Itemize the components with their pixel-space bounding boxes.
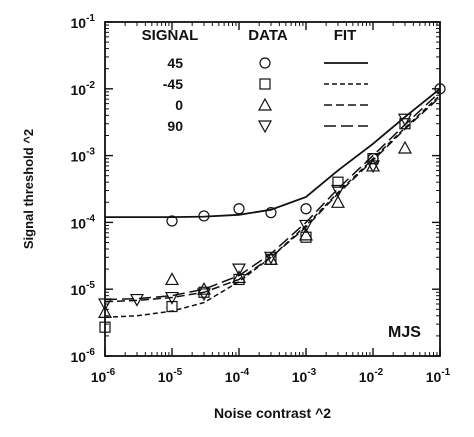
data-point-triangle-down bbox=[231, 263, 247, 277]
legend-header-fit: FIT bbox=[334, 27, 357, 44]
fit-curve-triangle-down bbox=[104, 91, 441, 301]
data-point-triangle-down bbox=[97, 298, 113, 312]
data-point-square bbox=[399, 118, 411, 130]
fit-curve-square bbox=[104, 94, 441, 319]
legend-signal-value: -45 bbox=[163, 76, 183, 92]
data-point-triangle-up bbox=[298, 227, 314, 241]
data-point-circle bbox=[300, 203, 312, 215]
data-point-square bbox=[166, 300, 178, 313]
y-tick-label: 10-1 bbox=[71, 13, 96, 31]
data-point-square bbox=[367, 153, 379, 165]
data-point-triangle-down bbox=[330, 184, 345, 198]
legend-signal-value: 90 bbox=[167, 118, 183, 134]
data-point-triangle-up bbox=[397, 140, 412, 154]
legend-signal-value: 0 bbox=[175, 97, 183, 113]
x-axis-label: Noise contrast ^2 bbox=[214, 405, 331, 421]
y-tick-label: 10-6 bbox=[71, 347, 96, 365]
data-point-circle bbox=[233, 203, 245, 215]
data-point-triangle-up bbox=[97, 305, 113, 318]
y-tick-label: 10-5 bbox=[71, 280, 96, 298]
data-point-circle bbox=[265, 207, 277, 219]
x-tick-label: 10-6 bbox=[91, 367, 116, 385]
observer-annotation: MJS bbox=[388, 324, 421, 341]
legend-marker-square bbox=[259, 78, 271, 90]
plot-frame bbox=[104, 21, 441, 357]
data-point-triangle-down bbox=[196, 288, 211, 302]
data-point-square bbox=[332, 176, 344, 188]
legend-marker-triangle-down bbox=[257, 120, 273, 134]
legend-signal-value: 45 bbox=[167, 55, 183, 71]
data-point-triangle-down bbox=[263, 251, 278, 265]
y-axis-label: Signal threshold ^2 bbox=[21, 129, 36, 249]
x-tick-label: 10-4 bbox=[225, 367, 250, 385]
data-point-triangle-down bbox=[365, 160, 381, 174]
x-tick-label: 10-3 bbox=[292, 367, 317, 385]
data-point-triangle-down bbox=[129, 293, 144, 307]
y-tick-label: 10-2 bbox=[71, 80, 96, 98]
x-tick-label: 10-5 bbox=[158, 367, 183, 385]
data-point-square bbox=[300, 231, 312, 243]
y-tick-label: 10-3 bbox=[71, 147, 96, 165]
data-point-square bbox=[99, 321, 111, 333]
data-point-circle bbox=[434, 83, 446, 95]
data-point-circle bbox=[166, 215, 178, 227]
x-tick-label: 10-2 bbox=[359, 367, 384, 385]
data-point-triangle-up bbox=[231, 270, 247, 284]
x-tick-label: 10-1 bbox=[426, 367, 451, 385]
data-point-triangle-down bbox=[298, 219, 314, 233]
legend-marker-triangle-up bbox=[257, 97, 273, 111]
legend-header-data: DATA bbox=[248, 27, 288, 44]
legend-header-signal: SIGNAL bbox=[142, 27, 199, 44]
y-tick-label: 10-4 bbox=[71, 213, 96, 231]
data-point-triangle-down bbox=[397, 113, 412, 127]
data-point-triangle-up bbox=[164, 272, 180, 286]
data-point-triangle-down bbox=[164, 291, 180, 305]
fit-curve-triangle-up bbox=[104, 96, 441, 303]
data-point-circle bbox=[198, 210, 210, 222]
fit-curve-circle bbox=[105, 88, 441, 218]
legend-marker-circle bbox=[259, 57, 271, 69]
data-point-triangle-up bbox=[330, 195, 345, 208]
